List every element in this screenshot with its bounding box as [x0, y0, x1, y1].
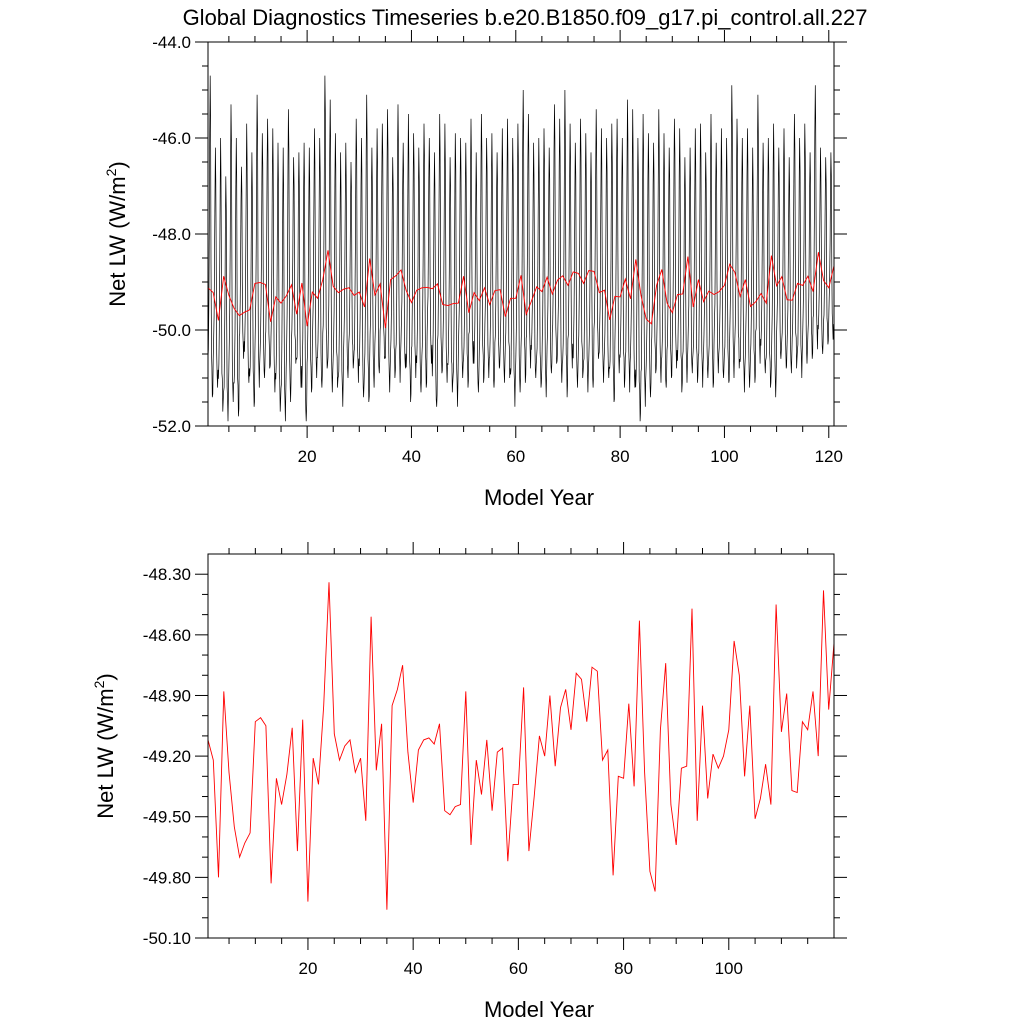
figure-title: Global Diagnostics Timeseries b.e20.B185… [183, 5, 868, 30]
x-axis-label: Model Year [484, 997, 594, 1022]
series-line-annual-mean [208, 250, 834, 329]
y-tick-label: -44.0 [152, 33, 191, 52]
x-tick-label: 120 [815, 447, 843, 466]
y-tick-label: -48.30 [143, 565, 191, 584]
y-tick-label: -46.0 [152, 129, 191, 148]
y-tick-label: -48.90 [143, 686, 191, 705]
y-axis-label: Net LW (W/m2) [103, 161, 130, 306]
y-tick-label: -48.60 [143, 626, 191, 645]
x-tick-label: 80 [611, 447, 630, 466]
y-tick-label: -48.0 [152, 225, 191, 244]
series-line-annual-mean [208, 582, 834, 910]
plot-frame [207, 553, 835, 939]
x-axis-label: Model Year [484, 485, 594, 510]
series-line-monthly [208, 75, 834, 422]
y-tick-label: -49.50 [143, 808, 191, 827]
top-panel: -52.0 -50.0 -48.0 -46.0 -44.0 20 40 60 80 100 120 M… [103, 30, 847, 510]
y-axis-label: Net LW (W/m2) [91, 673, 118, 818]
x-tick-label: 80 [614, 959, 633, 978]
y-tick-label: -50.0 [152, 321, 191, 340]
x-tick-label: 40 [402, 447, 421, 466]
y-tick-label: -52.0 [152, 417, 191, 436]
x-tick-label: 40 [404, 959, 423, 978]
x-tick-label: 20 [298, 447, 317, 466]
x-tick-label: 100 [710, 447, 738, 466]
y-tick-label: -50.10 [143, 929, 191, 948]
x-tick-label: 100 [715, 959, 743, 978]
bottom-panel: -50.10 -49.80 -49.50 -49.20 -48.90 -48.60 -48.… [91, 542, 847, 1022]
y-tick-label: -49.20 [143, 747, 191, 766]
x-tick-label: 20 [298, 959, 317, 978]
x-tick-label: 60 [509, 959, 528, 978]
x-tick-label: 60 [506, 447, 525, 466]
y-tick-label: -49.80 [143, 868, 191, 887]
